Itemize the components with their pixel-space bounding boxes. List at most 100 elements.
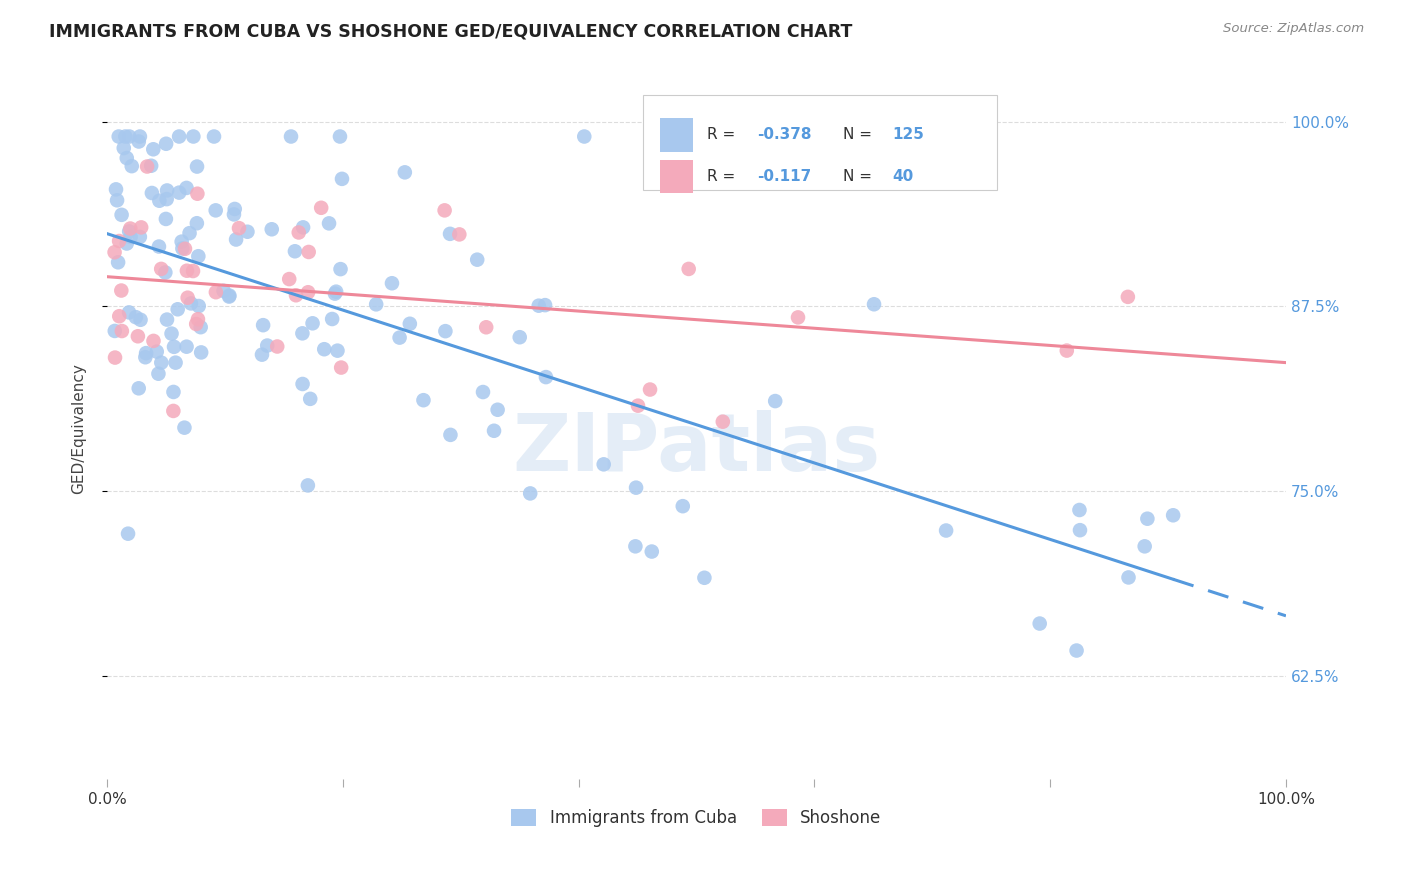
Point bbox=[321, 312, 343, 326]
Point bbox=[134, 350, 156, 364]
Point bbox=[128, 381, 150, 395]
Point bbox=[475, 320, 498, 334]
Point bbox=[398, 317, 420, 331]
Point bbox=[935, 524, 957, 538]
Point bbox=[366, 297, 388, 311]
Point bbox=[179, 226, 201, 240]
Point bbox=[256, 338, 278, 352]
Point bbox=[125, 310, 148, 325]
Point bbox=[763, 394, 786, 409]
Point bbox=[301, 316, 323, 330]
Point bbox=[142, 334, 165, 348]
Point bbox=[187, 312, 209, 326]
Point bbox=[107, 255, 129, 269]
Point bbox=[534, 298, 557, 312]
Point bbox=[187, 249, 209, 263]
Point bbox=[381, 277, 404, 291]
Point bbox=[104, 324, 127, 338]
Point bbox=[678, 261, 700, 276]
Point bbox=[117, 526, 139, 541]
Point bbox=[186, 216, 208, 230]
Point bbox=[1056, 343, 1078, 358]
Point bbox=[330, 360, 353, 375]
Point bbox=[693, 571, 716, 585]
Point bbox=[222, 207, 245, 221]
Point bbox=[166, 302, 188, 317]
Point bbox=[228, 221, 250, 235]
Point bbox=[1136, 512, 1159, 526]
Point bbox=[534, 370, 557, 384]
Point bbox=[1066, 643, 1088, 657]
Point bbox=[1118, 570, 1140, 584]
Point bbox=[173, 420, 195, 434]
Point bbox=[252, 318, 274, 333]
Point bbox=[205, 285, 228, 300]
Point bbox=[176, 340, 198, 354]
Point bbox=[329, 262, 352, 277]
Text: 40: 40 bbox=[893, 169, 914, 184]
Point bbox=[509, 330, 531, 344]
Point bbox=[285, 288, 308, 302]
FancyBboxPatch shape bbox=[644, 95, 997, 190]
Point bbox=[183, 129, 205, 144]
Point bbox=[1069, 523, 1091, 537]
Point bbox=[218, 289, 240, 303]
Point bbox=[711, 415, 734, 429]
Point bbox=[260, 222, 283, 236]
Text: R =: R = bbox=[707, 128, 740, 142]
Point bbox=[638, 383, 661, 397]
Point bbox=[641, 544, 664, 558]
Point bbox=[472, 385, 495, 400]
Point bbox=[439, 428, 461, 442]
Text: 0.0%: 0.0% bbox=[87, 792, 127, 807]
Point bbox=[465, 252, 488, 267]
Point bbox=[107, 129, 129, 144]
Point bbox=[114, 129, 136, 144]
Point bbox=[314, 342, 336, 356]
Bar bbox=[659, 118, 693, 152]
Point bbox=[145, 344, 167, 359]
Point bbox=[155, 211, 177, 226]
Point bbox=[165, 356, 187, 370]
Point bbox=[323, 286, 346, 301]
Point bbox=[110, 284, 132, 298]
Text: Source: ZipAtlas.com: Source: ZipAtlas.com bbox=[1223, 22, 1364, 36]
Point bbox=[190, 345, 212, 359]
Point bbox=[162, 384, 184, 399]
Point bbox=[624, 481, 647, 495]
Point bbox=[225, 233, 247, 247]
Point bbox=[176, 291, 198, 305]
Point bbox=[318, 216, 340, 230]
Point bbox=[181, 264, 204, 278]
Point bbox=[148, 194, 170, 208]
Point bbox=[309, 201, 332, 215]
Point bbox=[672, 499, 695, 513]
Point bbox=[519, 486, 541, 500]
Point bbox=[284, 244, 307, 259]
Point bbox=[160, 326, 183, 341]
Point bbox=[118, 224, 141, 238]
Point bbox=[190, 320, 212, 334]
Point bbox=[330, 172, 353, 186]
Point bbox=[110, 208, 132, 222]
Point bbox=[218, 288, 240, 302]
Point bbox=[1133, 539, 1156, 553]
Point bbox=[627, 399, 650, 413]
Point bbox=[150, 261, 173, 276]
Legend: Immigrants from Cuba, Shoshone: Immigrants from Cuba, Shoshone bbox=[505, 802, 889, 834]
Point bbox=[120, 221, 142, 235]
Point bbox=[112, 141, 135, 155]
Point bbox=[105, 182, 128, 196]
Point bbox=[115, 236, 138, 251]
Point bbox=[224, 202, 246, 216]
Point bbox=[155, 136, 177, 151]
Point bbox=[148, 239, 170, 253]
Point bbox=[325, 285, 347, 299]
Point bbox=[135, 346, 157, 360]
Point bbox=[167, 186, 190, 200]
Point bbox=[1161, 508, 1184, 523]
Point bbox=[434, 324, 457, 338]
Point bbox=[574, 129, 596, 144]
Point bbox=[326, 343, 349, 358]
Text: IMMIGRANTS FROM CUBA VS SHOSHONE GED/EQUIVALENCY CORRELATION CHART: IMMIGRANTS FROM CUBA VS SHOSHONE GED/EQU… bbox=[49, 22, 852, 40]
